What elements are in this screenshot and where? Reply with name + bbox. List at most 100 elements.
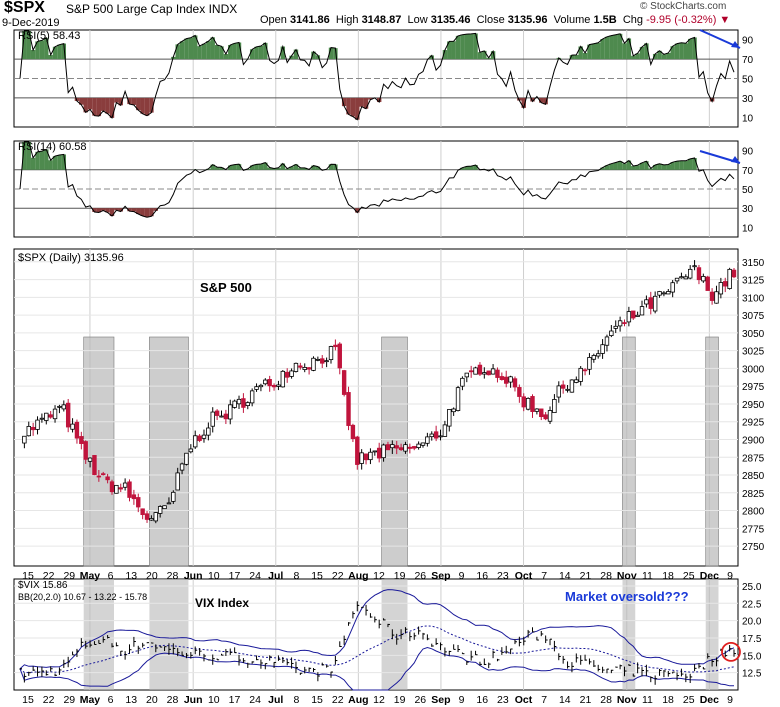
candle-body [657, 291, 662, 296]
rsi-overbought-fill [236, 42, 242, 60]
annotation-arrowhead [731, 156, 740, 163]
candle-body [547, 410, 553, 422]
rsi-overbought-fill [57, 155, 62, 170]
x-tick-label: Nov [617, 570, 637, 582]
candle-body [390, 444, 395, 449]
x-tick-label: May [80, 570, 101, 582]
shaded-period [705, 336, 719, 567]
candle-body [65, 402, 71, 428]
candle-body [79, 436, 84, 444]
rsi-line [19, 30, 735, 121]
rsi-overbought-fill [468, 33, 474, 60]
candle-body [407, 446, 413, 449]
rsi-oversold-fill [136, 97, 141, 111]
x-tick-label-bottom: 10 [208, 694, 220, 706]
x-tick-label: 29 [63, 570, 75, 582]
rsi-overbought-fill [442, 50, 448, 60]
rsi-oversold-fill [118, 97, 123, 106]
candle-body [412, 446, 417, 449]
rsi-overbought-fill [285, 168, 290, 170]
candle-body [385, 444, 391, 451]
x-tick-label-bottom: Jun [184, 694, 203, 706]
rsi-oversold-fill [149, 208, 154, 217]
bb-middle-band [19, 625, 735, 674]
candle-body [376, 447, 382, 459]
candle-body [276, 384, 281, 387]
vix-annotation-oversold: Market oversold??? [565, 589, 689, 604]
x-tick-label-bottom: 7 [541, 694, 547, 706]
x-tick-label: 15 [22, 570, 34, 582]
rsi-overbought-fill [460, 34, 465, 60]
rsi-overbought-fill [574, 54, 579, 60]
rsi-overbought-fill [670, 162, 675, 170]
rsi-overbought-fill [289, 55, 294, 60]
rsi-overbought-fill [648, 168, 653, 170]
rsi-overbought-fill [48, 160, 53, 170]
candle-body [429, 433, 434, 438]
x-tick-label-bottom: 22 [43, 694, 55, 706]
rsi-overbought-fill [666, 53, 671, 60]
candle-body [87, 457, 93, 462]
rsi-overbought-fill [22, 30, 27, 60]
candle-body [464, 372, 469, 378]
x-tick-label-bottom: 15 [22, 694, 34, 706]
rsi-overbought-fill [44, 37, 49, 60]
rsi-oversold-fill [363, 97, 369, 109]
rsi-overbought-fill [666, 164, 671, 170]
rsi-overbought-fill [644, 161, 649, 170]
candle-body [705, 276, 710, 291]
rsi-overbought-fill [569, 55, 575, 60]
candle-body [460, 377, 465, 387]
rsi-overbought-fill [197, 46, 202, 60]
x-tick-label: 12 [373, 570, 385, 582]
index-name: S&P 500 Large Cap Index INDX [66, 2, 238, 16]
rsi-oversold-fill [105, 208, 110, 213]
candle-body [438, 435, 443, 438]
candle-body [517, 387, 522, 397]
x-tick-label: Dec [700, 570, 719, 582]
candle-body [280, 370, 286, 388]
rsi-overbought-fill [482, 50, 487, 60]
rsi-overbought-fill [315, 166, 321, 170]
rsi-overbought-fill [48, 54, 53, 60]
rsi-oversold-fill [144, 208, 150, 218]
rsi-oversold-fill [149, 97, 154, 113]
x-tick-label-bottom: 28 [167, 694, 179, 706]
rsi-overbought-fill [631, 55, 636, 60]
rsi-overbought-fill [578, 46, 583, 60]
candle-body [35, 419, 40, 430]
rsi-overbought-fill [302, 167, 307, 170]
x-tick-label-bottom: 26 [414, 694, 426, 706]
rsi-overbought-fill [473, 33, 478, 60]
candle-body [188, 448, 194, 453]
x-tick-label-bottom: 29 [63, 694, 75, 706]
candle-body [140, 508, 145, 516]
rsi-overbought-fill [298, 167, 303, 170]
x-tick-label: 16 [476, 570, 488, 582]
candle-body [127, 481, 132, 498]
candle-body [622, 322, 627, 324]
candle-body [149, 518, 154, 521]
price-tick-label: 2750 [742, 542, 765, 553]
rsi-overbought-fill [473, 165, 478, 170]
candle-body [666, 291, 671, 295]
candle-body [131, 494, 137, 500]
rsi-oversold-fill [127, 97, 132, 105]
rsi-overbought-fill [674, 43, 680, 60]
x-tick-label-bottom: Nov [617, 694, 637, 706]
candle-body [171, 491, 176, 502]
rsi-overbought-fill [490, 51, 496, 60]
rsi-overbought-fill [35, 151, 40, 170]
price-tick-label: 2875 [742, 453, 765, 464]
rsi-oversold-fill [118, 208, 123, 212]
candle-body [341, 370, 347, 395]
rsi-overbought-fill [219, 167, 224, 170]
candle-body [381, 444, 386, 459]
candle-body [306, 367, 312, 370]
candle-body [473, 367, 478, 375]
candle-body [293, 362, 299, 372]
x-tick-label-bottom: 11 [642, 694, 653, 706]
rsi-oversold-fill [359, 97, 364, 107]
candle-body [482, 372, 487, 375]
candle-body [144, 513, 150, 520]
